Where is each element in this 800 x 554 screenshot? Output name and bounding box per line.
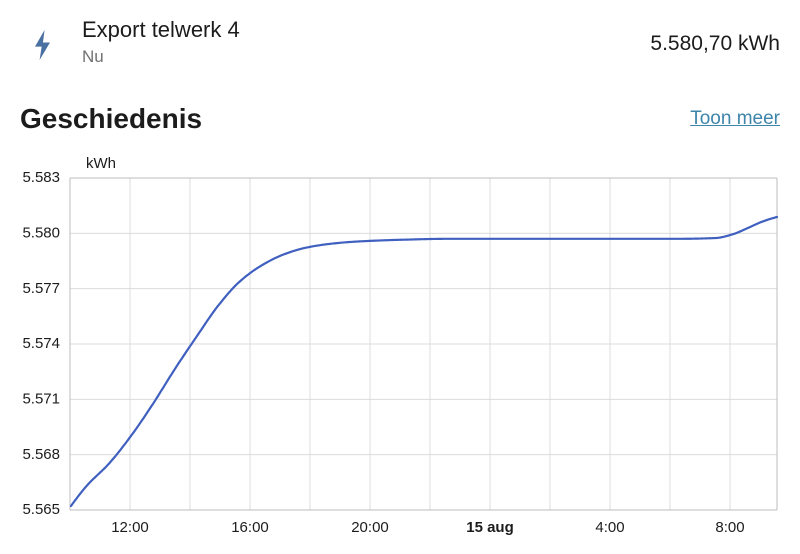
svg-text:20:00: 20:00 <box>351 519 389 536</box>
svg-text:5.565: 5.565 <box>22 501 60 518</box>
svg-text:8:00: 8:00 <box>715 519 744 536</box>
svg-text:16:00: 16:00 <box>231 519 269 536</box>
svg-text:5.568: 5.568 <box>22 446 60 463</box>
svg-text:15 aug: 15 aug <box>466 519 514 536</box>
svg-text:12:00: 12:00 <box>111 519 149 536</box>
svg-text:4:00: 4:00 <box>595 519 624 536</box>
svg-text:5.574: 5.574 <box>22 335 60 352</box>
svg-text:5.580: 5.580 <box>22 225 60 242</box>
svg-text:5.571: 5.571 <box>22 391 60 408</box>
svg-text:kWh: kWh <box>86 155 116 172</box>
svg-text:5.583: 5.583 <box>22 169 60 186</box>
svg-text:5.577: 5.577 <box>22 280 60 297</box>
